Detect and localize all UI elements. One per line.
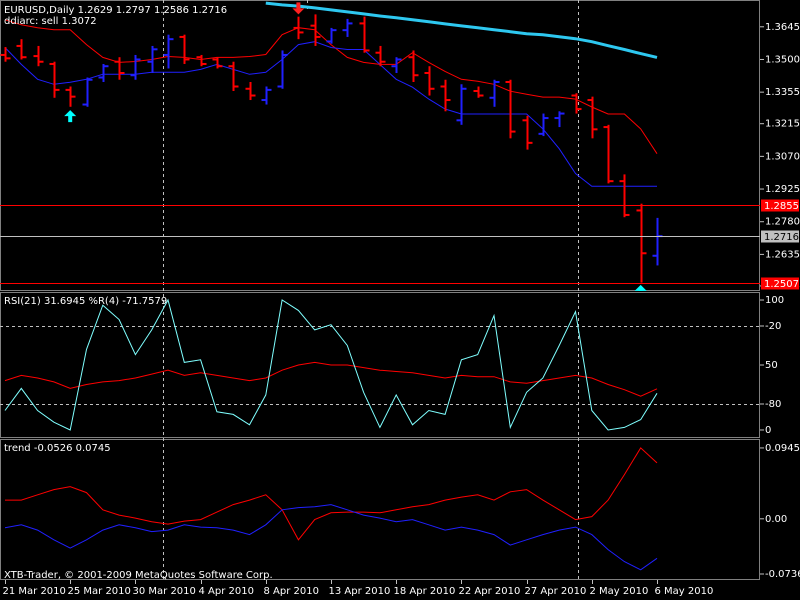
- y-tick-label: 100: [765, 295, 784, 306]
- buy-arrow: [64, 110, 77, 123]
- y-tick-label: 1.3500: [765, 54, 800, 65]
- y-tick-label: -20: [765, 321, 781, 332]
- x-tick-label: 27 Apr 2010: [525, 586, 587, 597]
- rsi-panel-frame: [0, 292, 760, 438]
- indicator-line: [4, 19, 658, 154]
- y-tick-label: 1.2635: [765, 249, 800, 260]
- sell-arrow: [292, 2, 305, 15]
- indicator-line: [4, 298, 658, 431]
- y-tick-label: 50: [765, 360, 778, 371]
- indicator-line: [4, 361, 658, 397]
- y-tick-label: 1.3215: [765, 119, 800, 130]
- price-label-box: [761, 277, 799, 290]
- y-tick-label: 1.3355: [765, 87, 800, 98]
- y-tick-label: -0.0736: [765, 569, 800, 580]
- price-label-box: [761, 230, 799, 243]
- y-tick-label: 1.2925: [765, 184, 800, 195]
- y-tick-label: 1.2780: [765, 217, 800, 228]
- y-tick-label: -80: [765, 399, 781, 410]
- panel-title: EURUSD,Daily 1.2629 1.2797 1.2586 1.2716: [4, 5, 227, 16]
- y-tick-label: 0.0945: [765, 443, 800, 454]
- x-tick-label: 4 Apr 2010: [199, 586, 254, 597]
- x-tick-label: 18 Apr 2010: [394, 586, 456, 597]
- plot-area: [4, 447, 658, 571]
- copyright: XTB-Trader, © 2001-2009 MetaQuotes Softw…: [4, 570, 273, 581]
- x-tick-label: 21 Mar 2010: [3, 586, 66, 597]
- price-panel-frame: [0, 0, 760, 291]
- indicator-line: [265, 1, 658, 59]
- y-tick-label: 1.3645: [765, 22, 800, 33]
- indicator-line: [5, 447, 658, 541]
- y-tick-label: 0.00: [765, 514, 787, 525]
- price-label-box: [761, 199, 799, 212]
- panel-title: trend -0.0526 0.0745: [4, 443, 111, 454]
- y-tick-label: 0: [765, 425, 771, 436]
- trend-panel-frame: [0, 439, 760, 580]
- x-tick-label: 22 Apr 2010: [459, 586, 521, 597]
- x-tick-label: 25 Mar 2010: [68, 586, 131, 597]
- x-tick-label: 8 Apr 2010: [264, 586, 319, 597]
- panel-subtitle: ddiarc: sell 1.3072: [4, 16, 97, 27]
- plot-area: [0, 1, 663, 291]
- x-tick-label: 30 Mar 2010: [133, 586, 196, 597]
- price-label: 1.2855: [764, 201, 799, 212]
- x-tick-label: 2 May 2010: [590, 586, 649, 597]
- indicator-line: [4, 41, 657, 187]
- y-tick-label: 1.3070: [765, 151, 800, 162]
- x-tick-label: 6 May 2010: [655, 586, 714, 597]
- plot-area: [0, 298, 760, 431]
- x-tick-label: 13 Apr 2010: [329, 586, 391, 597]
- price-label: 1.2507: [764, 279, 799, 290]
- panel-title: RSI(21) 31.6945 %R(4) -71.7579: [4, 296, 167, 307]
- buy-arrow: [634, 284, 647, 291]
- indicator-line: [4, 504, 658, 571]
- price-label: 1.2716: [764, 232, 799, 243]
